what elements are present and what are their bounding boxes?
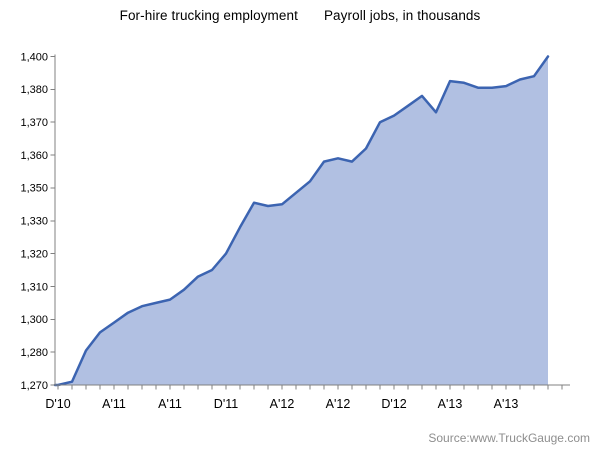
x-axis-label: A'11	[102, 397, 126, 411]
y-axis-label: 1,310	[20, 281, 48, 293]
x-axis-label: A'13	[494, 397, 519, 411]
y-axis-label: 1,270	[20, 380, 48, 392]
y-axis-label: 1,380	[20, 84, 48, 96]
y-axis-label: 1,330	[20, 216, 48, 228]
y-axis-label: 1,370	[20, 117, 48, 129]
employment-trend-line	[53, 55, 550, 387]
y-axis-label: 1,280	[20, 347, 48, 359]
chart-subtitle: Payroll jobs, in thousands	[323, 8, 481, 23]
x-axis-label: D'12	[381, 397, 406, 411]
y-axis-label: 1,300	[20, 314, 48, 326]
x-axis-label: A'13	[438, 397, 463, 411]
x-axis-label: A'11	[158, 397, 182, 411]
y-axis-label: 1,350	[20, 183, 48, 195]
x-axis-label: A'12	[270, 397, 295, 411]
y-axis-label: 1,400	[20, 51, 48, 63]
chart-title-main: For-hire trucking employment	[119, 8, 298, 23]
x-axis-label: D'11	[214, 397, 238, 411]
x-axis-label: D'10	[45, 397, 70, 411]
chart-title: For-hire trucking employment Payroll job…	[0, 8, 600, 23]
x-axis-label: A'12	[326, 397, 351, 411]
y-axis-label: 1,360	[20, 150, 48, 162]
employment-area-fill	[55, 56, 548, 385]
source-credit: Source:www.TruckGauge.com	[428, 431, 590, 445]
y-axis-label: 1,320	[20, 248, 48, 260]
